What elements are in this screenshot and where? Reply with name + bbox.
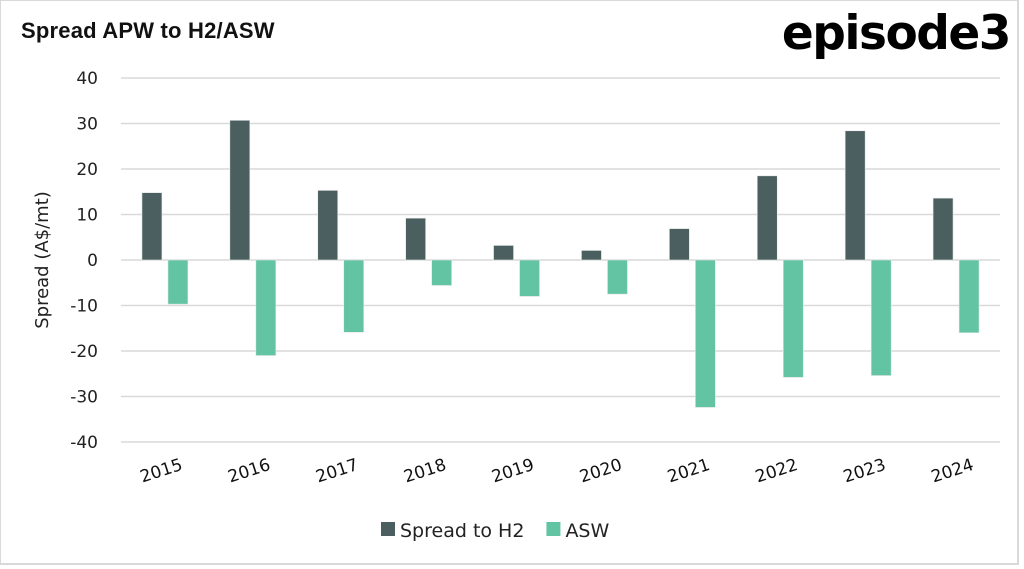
bar-asw-2020 [607,259,628,295]
y-tick-label: 40 [76,69,98,89]
x-tick-label: 2022 [753,455,800,487]
legend-label: Spread to H2 [400,520,524,542]
bar-spread-to-h2-2016 [229,120,251,261]
y-tick-label: 20 [76,160,98,180]
x-tick-label: 2016 [226,455,273,487]
bar-asw-2023 [870,259,892,376]
legend: Spread to H2 ASW [381,520,609,542]
episode3-logo: episode3 [781,6,1012,61]
bar-spread-to-h2-2022 [756,175,778,261]
bar-asw-2021 [695,259,716,408]
legend-label: ASW [565,520,609,542]
bar-spread-to-h2-2020 [581,250,602,261]
x-tick-label: 2020 [577,455,624,487]
x-tick-label: 2017 [314,455,361,487]
chart-title: Spread APW to H2/ASW [21,18,275,43]
x-tick-label: 2024 [929,455,976,487]
y-axis-label: Spread (A$/mt) [32,191,53,329]
legend-swatch-spread-to-h2 [381,522,395,536]
y-tick-label: -40 [70,433,98,453]
y-tick-label: -20 [70,342,98,362]
y-axis-ticks: 40 30 20 10 0 -10 -20 -30 -40 [70,69,98,453]
x-tick-label: 2018 [401,455,448,487]
y-tick-label: -30 [70,388,98,408]
x-tick-label: 2023 [841,455,888,487]
y-tick-label: 0 [87,251,98,271]
y-tick-label: 10 [76,206,98,226]
bar-spread-to-h2-2017 [317,190,339,261]
bar-spread-to-h2-2018 [405,217,426,261]
bar-asw-2018 [431,259,452,286]
y-tick-label: 30 [76,115,98,135]
bar-spread-to-h2-2023 [844,130,866,261]
y-tick-label: -10 [70,297,98,317]
bar-spread-to-h2-2021 [669,228,690,261]
legend-swatch-asw [546,522,561,536]
bar-asw-2016 [255,259,277,356]
bar-asw-2019 [519,259,540,297]
bar-spread-to-h2-2019 [493,245,514,261]
bar-asw-2017 [343,259,365,333]
gridlines [121,77,1000,443]
x-tick-label: 2015 [138,455,185,487]
x-axis-ticks: 2015 2016 2017 2018 2019 2020 2021 2022 2023 2024 [138,455,976,487]
x-tick-label: 2019 [489,455,536,487]
bar-spread-to-h2-2024 [932,197,954,261]
bar-spread-to-h2-2015 [141,192,163,261]
bar-asw-2022 [782,259,804,378]
bars [141,120,980,408]
bar-asw-2015 [167,259,189,305]
bar-asw-2024 [958,259,980,334]
x-tick-label: 2021 [665,455,712,487]
